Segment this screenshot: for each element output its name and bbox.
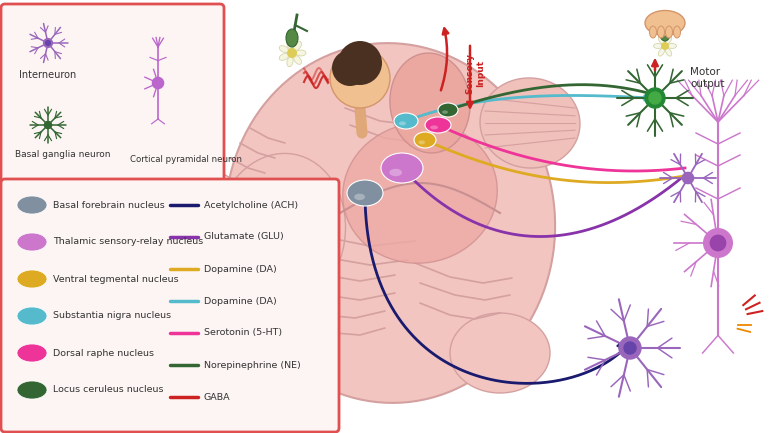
Text: Basal forebrain nucleus: Basal forebrain nucleus bbox=[53, 200, 165, 210]
Ellipse shape bbox=[665, 26, 672, 38]
Ellipse shape bbox=[480, 78, 580, 168]
Ellipse shape bbox=[17, 381, 47, 399]
Circle shape bbox=[332, 50, 368, 86]
Ellipse shape bbox=[287, 39, 293, 49]
Ellipse shape bbox=[390, 53, 470, 153]
Ellipse shape bbox=[645, 10, 685, 36]
Text: Dopamine (DA): Dopamine (DA) bbox=[204, 297, 276, 306]
Circle shape bbox=[647, 90, 662, 106]
Ellipse shape bbox=[654, 43, 662, 48]
Circle shape bbox=[330, 48, 390, 108]
Text: Motor
output: Motor output bbox=[690, 67, 725, 89]
Ellipse shape bbox=[673, 26, 680, 38]
Ellipse shape bbox=[17, 307, 47, 325]
Ellipse shape bbox=[287, 57, 293, 67]
Circle shape bbox=[710, 235, 726, 251]
Text: Substantia nigra nucleus: Substantia nigra nucleus bbox=[53, 311, 171, 320]
Circle shape bbox=[44, 39, 52, 47]
Ellipse shape bbox=[425, 117, 451, 133]
Text: Dopamine (DA): Dopamine (DA) bbox=[204, 265, 276, 274]
Text: Dorsal raphe nucleus: Dorsal raphe nucleus bbox=[53, 349, 154, 358]
FancyBboxPatch shape bbox=[1, 4, 224, 182]
Ellipse shape bbox=[394, 113, 418, 129]
Ellipse shape bbox=[286, 29, 298, 47]
Ellipse shape bbox=[347, 180, 383, 206]
Circle shape bbox=[704, 229, 733, 257]
Ellipse shape bbox=[390, 169, 402, 176]
Circle shape bbox=[624, 342, 636, 354]
Ellipse shape bbox=[215, 153, 345, 313]
Ellipse shape bbox=[225, 43, 555, 403]
Text: Serotonin (5-HT): Serotonin (5-HT) bbox=[204, 329, 282, 337]
Ellipse shape bbox=[438, 103, 458, 117]
Ellipse shape bbox=[296, 50, 306, 56]
Text: Glutamate (GLU): Glutamate (GLU) bbox=[204, 233, 284, 242]
Ellipse shape bbox=[294, 56, 301, 65]
Ellipse shape bbox=[650, 26, 657, 38]
Circle shape bbox=[287, 48, 297, 58]
Ellipse shape bbox=[399, 121, 406, 126]
Text: Interneuron: Interneuron bbox=[20, 70, 77, 80]
Ellipse shape bbox=[17, 270, 47, 288]
Ellipse shape bbox=[17, 344, 47, 362]
Text: Acetylcholine (ACH): Acetylcholine (ACH) bbox=[204, 200, 298, 210]
Ellipse shape bbox=[658, 36, 665, 44]
Circle shape bbox=[683, 172, 694, 184]
Text: GABA: GABA bbox=[204, 392, 230, 401]
Text: Locus ceruleus nucleus: Locus ceruleus nucleus bbox=[53, 385, 163, 394]
Ellipse shape bbox=[660, 27, 670, 41]
Ellipse shape bbox=[381, 153, 423, 183]
Circle shape bbox=[45, 121, 52, 129]
Text: Cortical pyramidal neuron: Cortical pyramidal neuron bbox=[130, 155, 242, 164]
Ellipse shape bbox=[658, 26, 665, 38]
Ellipse shape bbox=[450, 313, 550, 393]
Circle shape bbox=[152, 78, 163, 89]
Text: Ventral tegmental nucleus: Ventral tegmental nucleus bbox=[53, 275, 179, 284]
Ellipse shape bbox=[17, 196, 47, 214]
Circle shape bbox=[45, 41, 51, 45]
Ellipse shape bbox=[355, 194, 365, 200]
Ellipse shape bbox=[419, 140, 425, 144]
Ellipse shape bbox=[430, 126, 438, 129]
Ellipse shape bbox=[294, 42, 301, 50]
Text: Thalamic sensory-relay nucleus: Thalamic sensory-relay nucleus bbox=[53, 237, 203, 246]
Ellipse shape bbox=[442, 110, 448, 114]
Ellipse shape bbox=[658, 48, 665, 56]
FancyBboxPatch shape bbox=[1, 179, 339, 432]
Circle shape bbox=[338, 41, 382, 85]
Ellipse shape bbox=[665, 36, 672, 44]
Text: Norepinephrine (NE): Norepinephrine (NE) bbox=[204, 361, 301, 369]
Text: Basal ganglia neuron: Basal ganglia neuron bbox=[15, 150, 110, 159]
Circle shape bbox=[645, 88, 665, 108]
Ellipse shape bbox=[414, 132, 436, 148]
Ellipse shape bbox=[665, 48, 672, 56]
Circle shape bbox=[649, 92, 661, 104]
Ellipse shape bbox=[668, 43, 676, 48]
Ellipse shape bbox=[279, 45, 289, 52]
Circle shape bbox=[619, 337, 641, 359]
Ellipse shape bbox=[17, 233, 47, 251]
Ellipse shape bbox=[279, 53, 289, 60]
Text: Sensory
Input: Sensory Input bbox=[465, 52, 485, 94]
Circle shape bbox=[661, 42, 669, 50]
Ellipse shape bbox=[343, 123, 497, 263]
